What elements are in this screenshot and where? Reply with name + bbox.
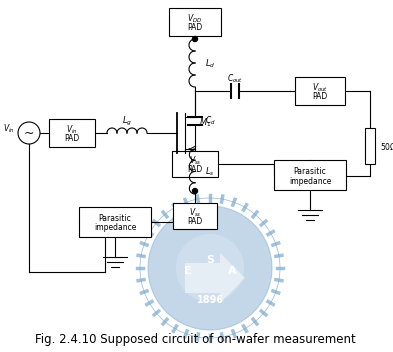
Text: Fig. 2.4.10 Supposed circuit of on-wafer measurement: Fig. 2.4.10 Supposed circuit of on-wafer… bbox=[35, 333, 355, 346]
Text: PAD: PAD bbox=[187, 23, 203, 32]
Text: E: E bbox=[184, 266, 192, 276]
Bar bbox=[365, 128, 375, 164]
Bar bbox=[79, 207, 151, 237]
Text: S: S bbox=[206, 255, 214, 265]
Text: A: A bbox=[228, 266, 236, 276]
Text: $V_{ss}$: $V_{ss}$ bbox=[189, 207, 201, 219]
Bar bbox=[169, 8, 221, 36]
Text: 50$\Omega$: 50$\Omega$ bbox=[380, 140, 393, 151]
Text: $V_{out}$: $V_{out}$ bbox=[312, 81, 328, 94]
Text: $V_{ss}$: $V_{ss}$ bbox=[189, 155, 201, 167]
Bar bbox=[274, 160, 346, 190]
Circle shape bbox=[18, 122, 40, 144]
Text: $C_{out}$: $C_{out}$ bbox=[227, 73, 243, 85]
Bar bbox=[49, 119, 95, 147]
Text: $L_d$: $L_d$ bbox=[205, 57, 215, 70]
Text: impedance: impedance bbox=[289, 176, 331, 186]
Text: $M_1$: $M_1$ bbox=[199, 117, 211, 129]
Text: $C_d$: $C_d$ bbox=[205, 115, 216, 127]
Text: PAD: PAD bbox=[64, 134, 80, 143]
Bar bbox=[173, 203, 217, 229]
Bar bbox=[172, 151, 218, 177]
Text: $L_g$: $L_g$ bbox=[122, 114, 132, 127]
Text: $V_{DD}$: $V_{DD}$ bbox=[187, 12, 203, 25]
Text: Parasitic: Parasitic bbox=[294, 167, 326, 176]
Text: $V_{in}$: $V_{in}$ bbox=[66, 124, 78, 136]
Circle shape bbox=[193, 37, 198, 42]
Circle shape bbox=[176, 234, 244, 302]
Text: 1896: 1896 bbox=[196, 295, 224, 305]
Bar bbox=[295, 77, 345, 105]
Text: PAD: PAD bbox=[187, 165, 203, 174]
Text: $L_s$: $L_s$ bbox=[205, 165, 215, 178]
Text: PAD: PAD bbox=[187, 217, 203, 226]
Text: Parasitic: Parasitic bbox=[99, 214, 131, 223]
Text: impedance: impedance bbox=[94, 224, 136, 233]
Text: ~: ~ bbox=[24, 126, 34, 139]
Polygon shape bbox=[185, 253, 245, 303]
Text: PAD: PAD bbox=[312, 92, 328, 101]
Circle shape bbox=[193, 189, 198, 194]
Text: $V_{in}$: $V_{in}$ bbox=[3, 123, 15, 135]
Circle shape bbox=[148, 206, 272, 330]
